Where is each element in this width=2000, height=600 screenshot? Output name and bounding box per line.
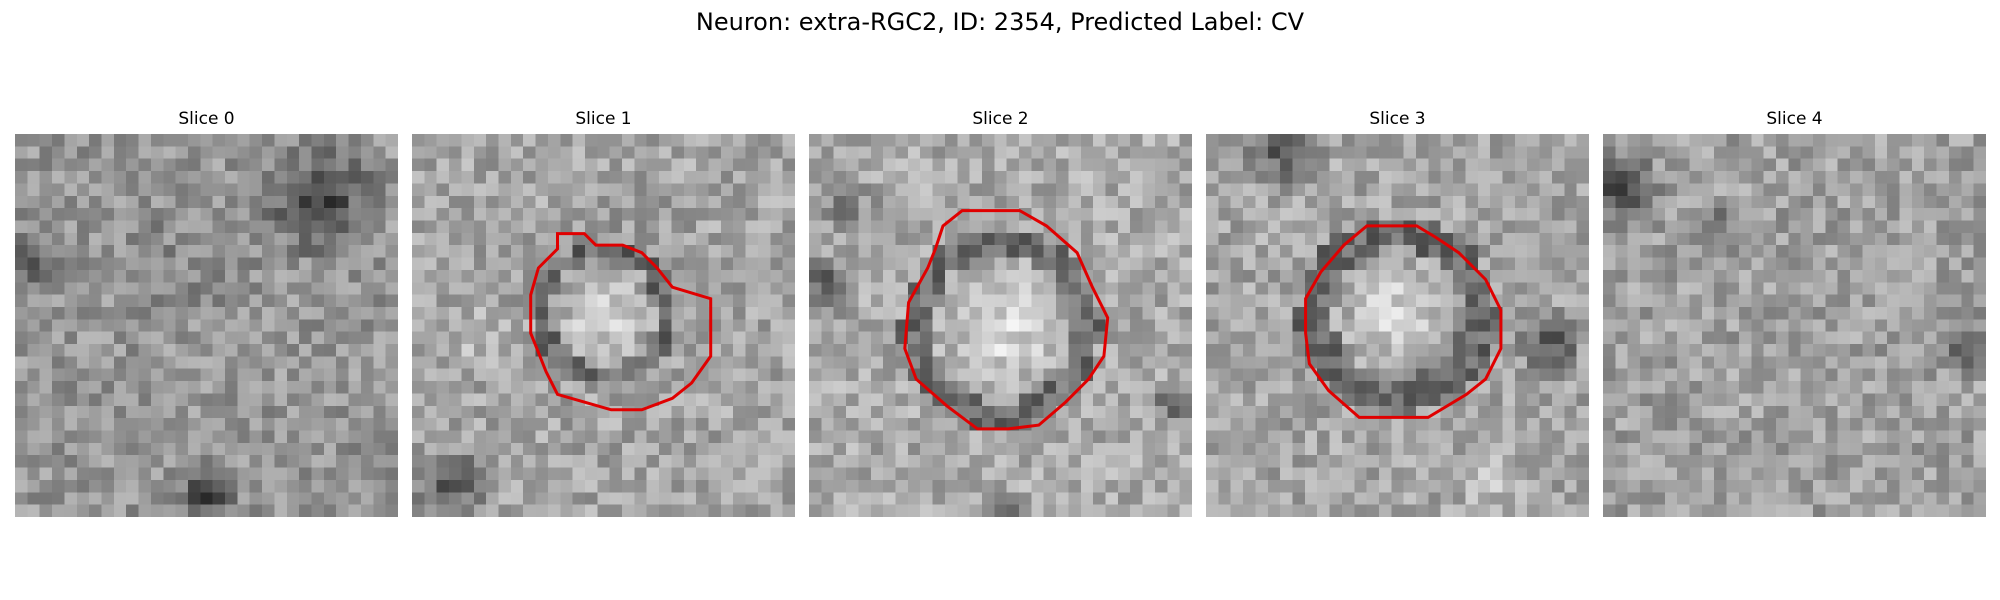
slice-image-4 bbox=[1603, 134, 1986, 517]
segmentation-contour bbox=[903, 209, 1110, 431]
slice-title-4: Slice 4 bbox=[1766, 109, 1823, 129]
slice-panel-2: Slice 2 bbox=[809, 108, 1192, 518]
slice-title-2: Slice 2 bbox=[972, 109, 1029, 129]
micrograph-slice bbox=[1206, 134, 1589, 517]
slice-title-0: Slice 0 bbox=[178, 109, 235, 129]
slice-panel-0: Slice 0 bbox=[15, 108, 398, 518]
micrograph-slice bbox=[15, 134, 398, 517]
micrograph-slice bbox=[412, 134, 795, 517]
segmentation-contour bbox=[1304, 224, 1503, 419]
slice-image-3 bbox=[1206, 134, 1589, 517]
micrograph-slice bbox=[1603, 134, 1986, 517]
slice-panel-1: Slice 1 bbox=[412, 108, 795, 518]
slice-panel-3: Slice 3 bbox=[1206, 108, 1589, 518]
slice-image-2 bbox=[809, 134, 1192, 517]
slice-image-1 bbox=[412, 134, 795, 517]
figure-title: Neuron: extra-RGC2, ID: 2354, Predicted … bbox=[695, 8, 1305, 36]
slice-title-1: Slice 1 bbox=[575, 109, 632, 129]
segmentation-contour bbox=[529, 232, 713, 412]
micrograph-slice bbox=[809, 134, 1192, 517]
slice-image-0 bbox=[15, 134, 398, 517]
slice-panel-4: Slice 4 bbox=[1603, 108, 1986, 518]
slice-title-3: Slice 3 bbox=[1369, 109, 1426, 129]
